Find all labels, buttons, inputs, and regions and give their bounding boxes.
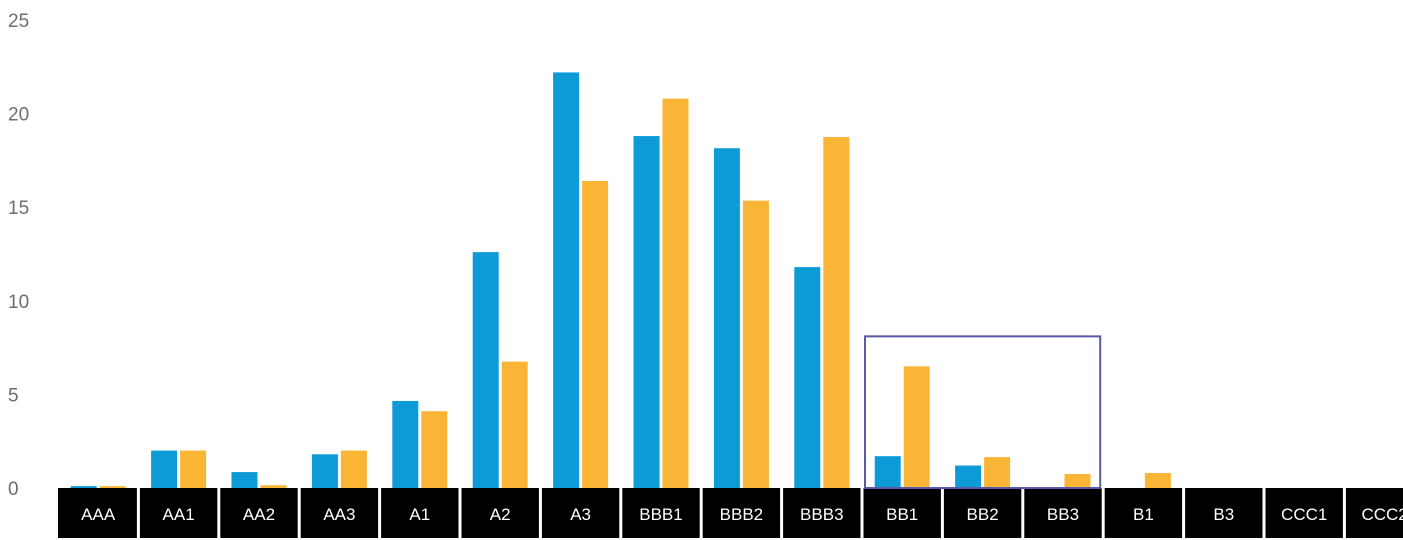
bar-series1-aa2 — [231, 472, 258, 488]
bar-series1-bb1 — [874, 456, 901, 488]
category-label: AA1 — [163, 505, 195, 524]
category-label: BB3 — [1047, 505, 1079, 524]
bars — [70, 72, 1171, 489]
bar-series2-bb3 — [1064, 473, 1091, 488]
bar-series2-aa1 — [180, 450, 207, 488]
bar-series2-a3 — [582, 180, 609, 488]
category-axis-band: AAA AA1 AA2 AA3 A1 A2 A3 BBB1 BBB2 BBB3 BB1 BB2 BB3 B… — [58, 488, 1403, 538]
category-label: BBB2 — [720, 505, 763, 524]
bar-series1-bbb3 — [794, 267, 821, 488]
bar-series2-bbb1 — [662, 98, 689, 489]
category-band-background — [58, 488, 1403, 538]
category-label: BB2 — [967, 505, 999, 524]
bar-series1-bb2 — [955, 465, 982, 488]
bar-series1-aa1 — [151, 450, 178, 488]
bar-series1-aa3 — [311, 454, 338, 488]
y-tick-label: 0 — [8, 479, 19, 500]
bar-series1-bbb1 — [633, 136, 660, 488]
category-label: AAA — [81, 505, 116, 524]
category-label: B3 — [1213, 505, 1234, 524]
bar-series2-a2 — [501, 361, 528, 488]
category-label: CCC2 — [1361, 505, 1403, 524]
y-tick-label: 10 — [8, 292, 29, 313]
category-label: BB1 — [886, 505, 918, 524]
category-label: A1 — [409, 505, 430, 524]
category-label: B1 — [1133, 505, 1154, 524]
category-label: A3 — [570, 505, 591, 524]
bar-series1-bbb2 — [713, 148, 740, 488]
category-label: A2 — [490, 505, 511, 524]
category-label: BBB1 — [639, 505, 682, 524]
category-label: AA2 — [243, 505, 275, 524]
y-tick-label: 5 — [8, 385, 19, 406]
bar-series2-aa2 — [260, 485, 287, 488]
y-tick-label: 25 — [8, 11, 29, 32]
highlight-box — [864, 335, 1102, 490]
bar-series2-bb2 — [984, 457, 1011, 488]
y-tick-label: 15 — [8, 198, 29, 219]
bar-series2-bbb2 — [742, 200, 769, 488]
category-label: AA3 — [323, 505, 355, 524]
bar-series2-bb1 — [903, 366, 930, 488]
bar-series2-b1 — [1144, 473, 1171, 488]
bar-series1-a2 — [472, 252, 499, 488]
bar-series1-a1 — [392, 400, 419, 488]
bar-series1-aaa — [70, 486, 97, 488]
y-axis: 0 5 10 15 20 25 — [8, 11, 29, 500]
bar-series2-aa3 — [340, 450, 367, 488]
bar-series2-bbb3 — [823, 137, 850, 488]
highlight-rectangle — [864, 335, 1102, 490]
y-tick-label: 20 — [8, 105, 29, 126]
bar-series2-a1 — [421, 411, 448, 488]
category-label: BBB3 — [800, 505, 843, 524]
bar-series2-aaa — [99, 486, 126, 488]
bar-series1-a3 — [553, 72, 580, 488]
category-label: CCC1 — [1281, 505, 1327, 524]
